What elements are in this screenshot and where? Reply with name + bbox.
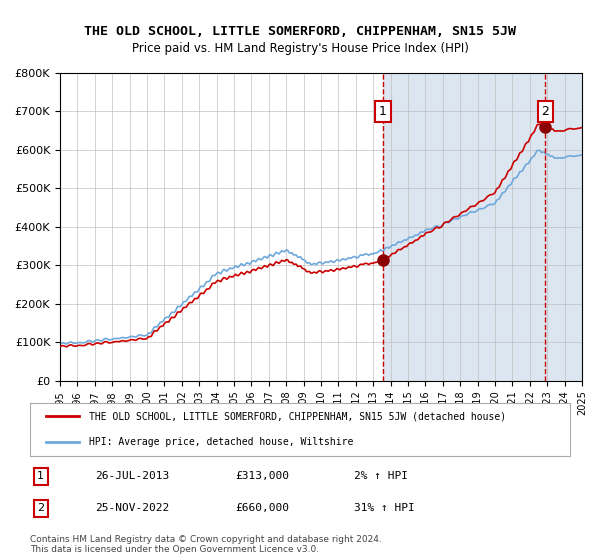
Text: 1: 1 [37,471,44,481]
Text: 31% ↑ HPI: 31% ↑ HPI [354,503,415,514]
Text: £313,000: £313,000 [235,471,289,481]
Text: THE OLD SCHOOL, LITTLE SOMERFORD, CHIPPENHAM, SN15 5JW: THE OLD SCHOOL, LITTLE SOMERFORD, CHIPPE… [84,25,516,38]
Text: 2% ↑ HPI: 2% ↑ HPI [354,471,408,481]
Text: HPI: Average price, detached house, Wiltshire: HPI: Average price, detached house, Wilt… [89,436,354,446]
Text: 1: 1 [379,105,387,118]
Bar [383,73,582,381]
Text: Contains HM Land Registry data © Crown copyright and database right 2024.
This d: Contains HM Land Registry data © Crown c… [30,535,382,554]
Text: Price paid vs. HM Land Registry's House Price Index (HPI): Price paid vs. HM Land Registry's House … [131,42,469,55]
Text: 2: 2 [37,503,44,514]
Text: 26-JUL-2013: 26-JUL-2013 [95,471,169,481]
Text: THE OLD SCHOOL, LITTLE SOMERFORD, CHIPPENHAM, SN15 5JW (detached house): THE OLD SCHOOL, LITTLE SOMERFORD, CHIPPE… [89,412,506,422]
Text: 2: 2 [542,105,550,118]
Text: £660,000: £660,000 [235,503,289,514]
Text: 25-NOV-2022: 25-NOV-2022 [95,503,169,514]
